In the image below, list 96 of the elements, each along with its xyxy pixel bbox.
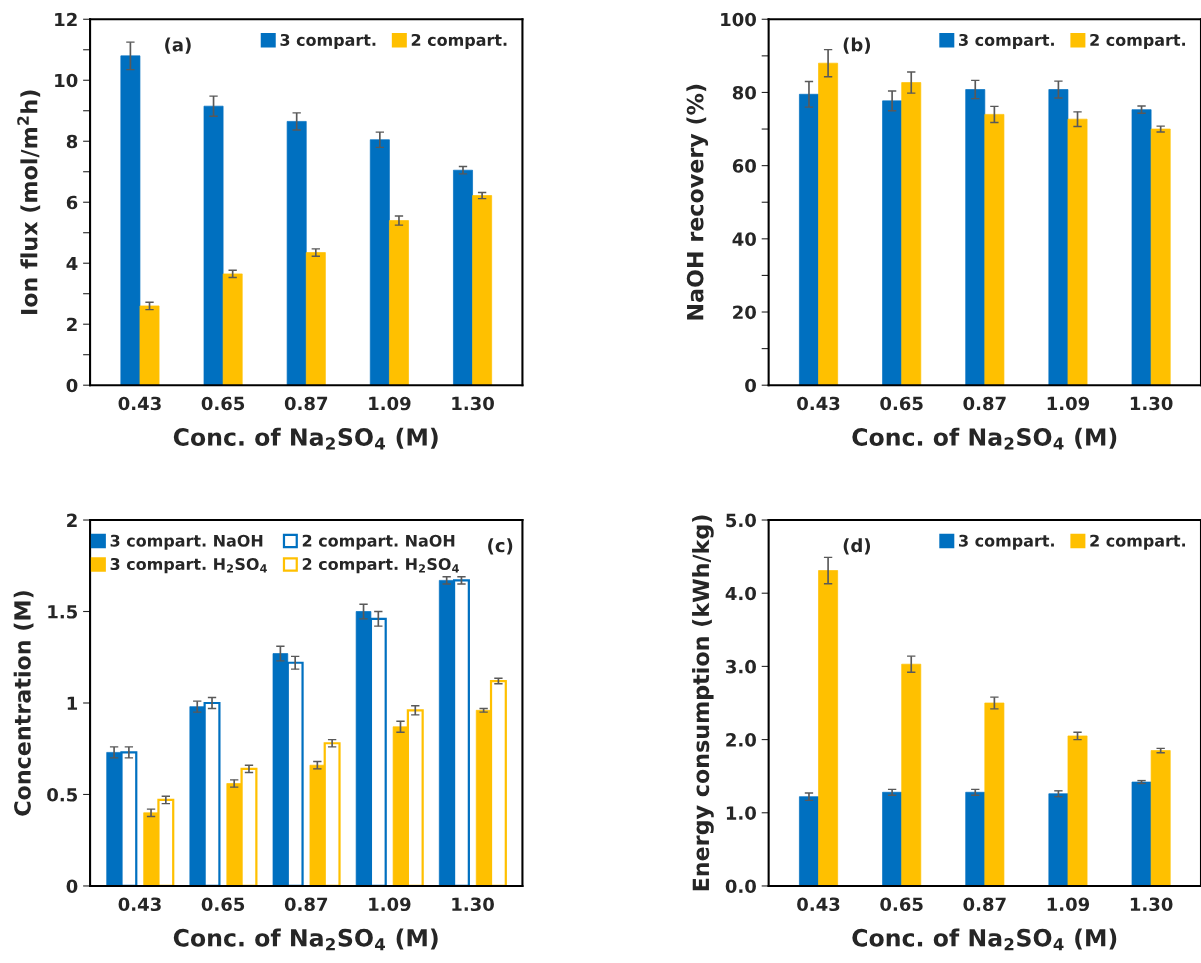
bar [389,220,409,386]
y-tick-label: 3.0 [726,659,756,674]
bar [818,62,838,386]
x-axis-title: Conc. of Na$_{2}$SO$_{4}$ (M) [173,427,438,450]
bar [984,702,1005,886]
x-tick-label: 1.09 [1047,396,1090,411]
bar [222,273,243,386]
bar [965,791,986,886]
bar [453,169,473,386]
x-axis-title: Conc. of Na$_{2}$SO$_{4}$ (M) [173,928,438,951]
bar [1048,793,1069,886]
x-tick-label: 0.65 [201,396,245,411]
bar [120,55,141,386]
y-tick-label: 4.0 [725,586,756,601]
y-tick-label: 2 [67,513,77,527]
bar [901,82,922,386]
bar [901,663,922,886]
x-tick-label: 1.09 [369,396,411,411]
x-tick-label: 1.09 [369,897,411,912]
y-tick-label: 1.5 [48,605,78,619]
x-tick-label: 0.87 [284,396,328,411]
x-axis-title: Conc. of Na$_{2}$SO$_{4}$ (M) [852,928,1117,951]
x-tick-label: 0.65 [880,897,923,912]
legend-label: 3 compart. H$_{2}$SO$_{4}$ [110,558,267,574]
bar [1150,750,1171,886]
y-tick-label: 100 [721,12,756,27]
y-axis-title: Ion flux (mol/m$^{2}$h) [17,90,41,314]
annotation: (c) [488,538,513,555]
y-axis-title: Concentration (M) [13,591,34,816]
y-tick-label: 8 [66,134,78,149]
y-tick-label: 4 [66,256,78,271]
y-tick-label: 1.0 [726,806,756,820]
bar [203,105,224,386]
y-tick-label: 80 [732,85,756,100]
bar [965,89,986,386]
bar [882,100,903,386]
legend-label: 2 compart. [411,33,507,50]
bar [818,570,838,886]
y-tick-label: 6 [66,195,78,210]
y-tick-label: 2.0 [726,733,756,747]
y-tick-label: 1 [67,696,78,710]
bar [1067,735,1088,886]
bar [1131,781,1152,886]
y-tick-label: 0.0 [725,879,756,894]
x-tick-label: 0.43 [797,396,840,411]
x-tick-label: 1.30 [1130,897,1173,912]
bar [1048,89,1069,386]
x-tick-label: 0.65 [880,396,923,411]
y-axis-title: Energy consumption (kWh/kg) [692,515,714,891]
y-tick-label: 5.0 [726,513,756,528]
bar [1131,109,1152,386]
bar [369,139,390,386]
y-tick-label: 10 [55,73,78,88]
y-tick-label: 20 [733,305,756,320]
legend-label: 3 compart. [959,33,1054,50]
bar [1067,118,1088,386]
bar [139,305,160,386]
y-tick-label: 0 [66,879,78,894]
bar [1150,128,1171,386]
legend-label: 3 compart. [959,534,1054,550]
legend-label: 3 compart. NaOH [110,534,263,550]
legend-label: 2 compart. [1090,33,1185,50]
y-tick-label: 0 [66,378,78,393]
x-tick-label: 0.43 [797,897,840,912]
annotation: (a) [165,37,191,54]
bar [286,121,307,386]
y-tick-label: 40 [732,232,756,246]
legend-label: 2 compart. NaOH [302,534,455,550]
bar [799,93,819,386]
x-tick-label: 0.87 [284,897,328,912]
x-tick-label: 0.87 [963,897,1006,912]
x-axis-title: Conc. of Na$_{2}$SO$_{4}$ (M) [852,427,1117,450]
bar [799,796,819,886]
x-tick-label: 0.87 [963,396,1006,411]
legend-label: 3 compart. [280,33,376,50]
x-tick-label: 1.30 [452,897,494,912]
y-tick-label: 12 [55,12,77,27]
x-tick-label: 1.09 [1047,897,1090,912]
y-tick-label: 60 [732,159,756,173]
x-tick-label: 1.30 [452,396,494,411]
x-tick-label: 0.43 [118,897,161,912]
bar [984,114,1005,386]
y-tick-label: 0 [745,378,756,393]
y-axis-title: NaOH recovery (%) [686,84,709,320]
legend-label: 2 compart. H$_{2}$SO$_{4}$ [302,558,459,574]
y-tick-label: 2 [67,317,77,332]
annotation: (b) [843,37,871,54]
y-tick-label: 0.5 [47,787,78,802]
legend-label: 2 compart. [1090,534,1185,550]
bar [472,195,493,386]
x-tick-label: 0.65 [201,897,245,912]
annotation: (d) [843,538,871,555]
bar [305,252,326,386]
x-tick-label: 1.30 [1130,396,1173,411]
bar [882,791,903,886]
x-tick-label: 0.43 [118,396,161,411]
